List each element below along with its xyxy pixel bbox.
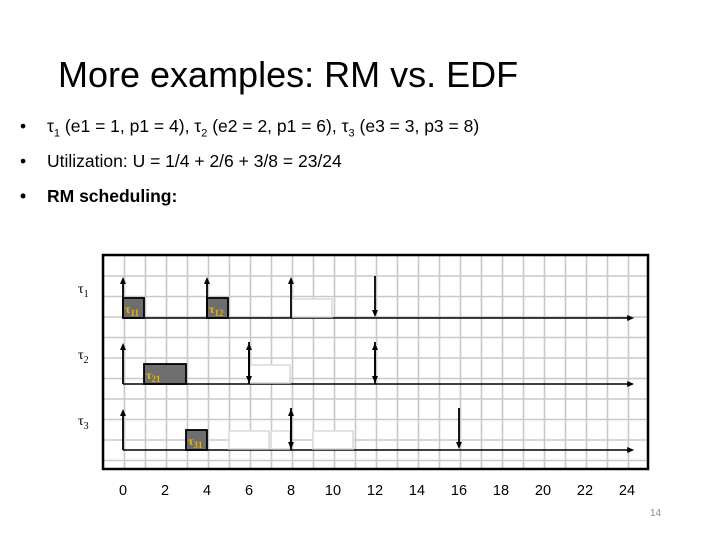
- x-tick-label: 0: [119, 483, 127, 499]
- x-tick-label: 14: [409, 483, 425, 499]
- bullet-dot: •: [20, 186, 27, 206]
- executed-job-block: [185, 429, 208, 451]
- x-tick-label: 8: [287, 483, 295, 499]
- x-tick-label: 2: [161, 483, 169, 499]
- x-tick-label: 6: [245, 483, 253, 499]
- bullet-text: RM scheduling:: [47, 186, 178, 206]
- bullet-dot: •: [20, 151, 27, 171]
- slide-title: More examples: RM vs. EDF: [58, 54, 519, 95]
- subscript: 1: [53, 127, 61, 140]
- page-number: 14: [650, 508, 662, 519]
- x-tick-label: 24: [619, 483, 635, 499]
- x-tick-label: 20: [535, 483, 551, 499]
- task-row-label-sub: 2: [84, 355, 89, 366]
- job-label-sub: 12: [215, 308, 225, 318]
- bullet-item-utilization: • Utilization: U = 1/4 + 2/6 + 3/8 = 23/…: [20, 147, 479, 182]
- subscript: 2: [201, 127, 208, 140]
- job-label-sub: 11: [131, 308, 140, 318]
- task-row-label: τ2: [78, 348, 89, 366]
- pending-job-outline: [228, 430, 270, 450]
- x-tick-label: 18: [493, 483, 509, 499]
- executed-job-block: [143, 363, 187, 385]
- pending-job-outline: [291, 298, 333, 318]
- pending-job-outline: [312, 430, 354, 450]
- task-row-label-sub: 3: [84, 421, 89, 432]
- x-tick-label: 10: [325, 483, 341, 499]
- bullet-text: Utilization: U = 1/4 + 2/6 + 3/8 = 23/24: [47, 151, 342, 171]
- x-axis-ticks: 0 2 4 6 8 10 12 14 16 18 20 22 24: [119, 483, 635, 499]
- bullet-dot: •: [20, 116, 27, 136]
- subscript: 3: [348, 127, 355, 140]
- job-label-sub: 21: [152, 374, 162, 384]
- chart-frame: [101, 253, 650, 471]
- bullet-item-rm-scheduling: • RM scheduling:: [20, 182, 479, 217]
- task-row-label-sub: 1: [84, 289, 89, 300]
- bullet-text: τ1 (e1 = 1, p1 = 4), τ2 (e2 = 2, p1 = 6)…: [47, 116, 480, 140]
- x-tick-label: 4: [203, 483, 211, 499]
- pending-job-outline: [270, 430, 291, 450]
- bullet-item-tasks: • τ1 (e1 = 1, p1 = 4), τ2 (e2 = 2, p1 = …: [20, 112, 479, 147]
- x-tick-label: 22: [577, 483, 593, 499]
- task-row-label: τ3: [78, 414, 89, 432]
- bullet-list: • τ1 (e1 = 1, p1 = 4), τ2 (e2 = 2, p1 = …: [20, 112, 479, 217]
- x-tick-label: 16: [451, 483, 467, 499]
- job-label-sub: 31: [194, 440, 204, 450]
- pending-job-outline: [249, 364, 291, 384]
- task-row-label: τ1: [78, 282, 89, 300]
- x-tick-label: 12: [367, 483, 383, 499]
